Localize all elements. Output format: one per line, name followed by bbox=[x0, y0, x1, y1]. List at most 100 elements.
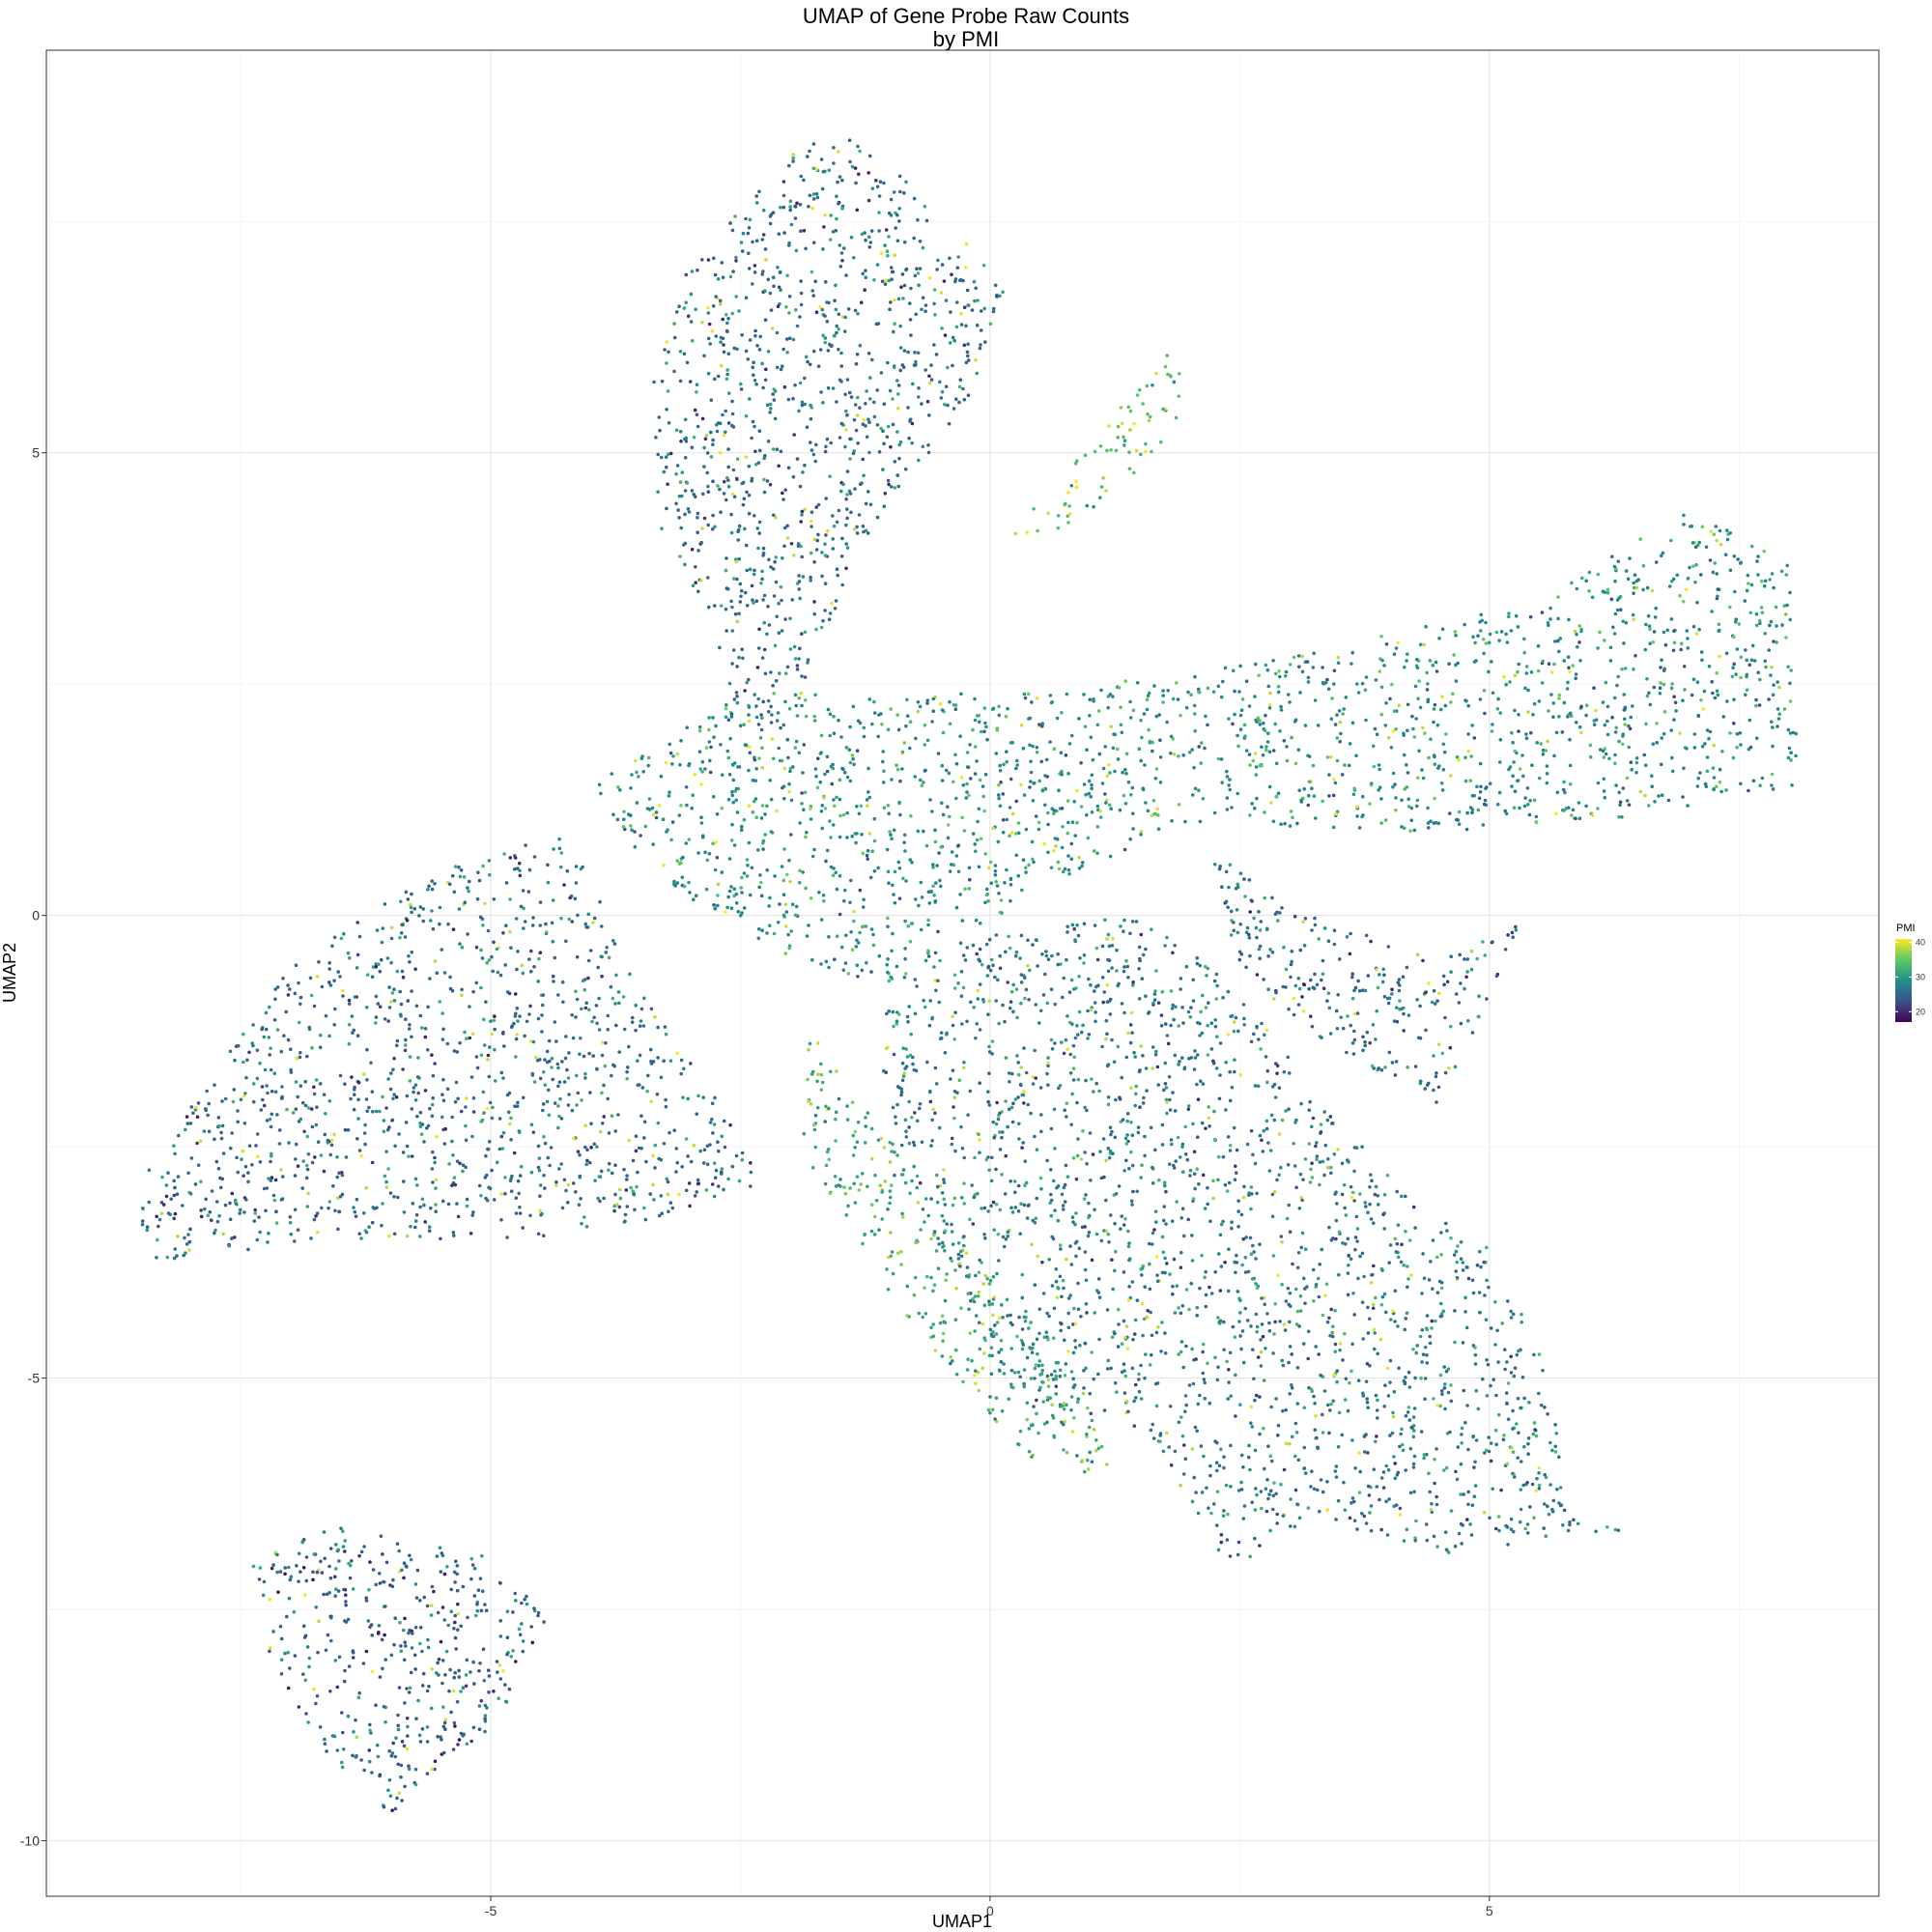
scatter-point bbox=[610, 772, 613, 776]
scatter-point bbox=[606, 1013, 611, 1018]
scatter-point bbox=[849, 510, 853, 515]
scatter-point bbox=[1603, 639, 1606, 642]
scatter-point bbox=[1095, 957, 1100, 962]
scatter-point bbox=[720, 870, 724, 874]
scatter-point bbox=[732, 887, 737, 891]
scatter-point bbox=[326, 1138, 330, 1143]
scatter-point bbox=[841, 482, 845, 487]
scatter-point bbox=[551, 939, 555, 944]
scatter-point bbox=[1237, 1320, 1241, 1323]
scatter-point bbox=[1271, 749, 1276, 753]
scatter-point bbox=[711, 304, 716, 308]
scatter-point bbox=[1423, 731, 1427, 735]
scatter-point bbox=[166, 1211, 171, 1215]
scatter-point bbox=[557, 846, 562, 851]
scatter-point bbox=[560, 1206, 565, 1210]
scatter-point bbox=[1139, 833, 1143, 837]
scatter-point bbox=[810, 270, 814, 274]
scatter-point bbox=[768, 895, 772, 900]
scatter-point bbox=[1120, 1002, 1124, 1006]
scatter-point bbox=[1179, 1265, 1183, 1269]
scatter-point bbox=[1610, 554, 1614, 558]
scatter-point bbox=[1310, 1124, 1314, 1129]
scatter-point bbox=[1452, 653, 1456, 657]
scatter-point bbox=[630, 1015, 635, 1020]
scatter-point bbox=[824, 959, 829, 964]
scatter-point bbox=[929, 378, 934, 382]
scatter-point bbox=[427, 1225, 432, 1229]
scatter-point bbox=[1391, 728, 1396, 733]
scatter-point bbox=[1391, 771, 1396, 776]
scatter-point bbox=[1277, 669, 1281, 673]
scatter-point bbox=[885, 249, 890, 254]
scatter-point bbox=[1682, 513, 1686, 518]
scatter-point bbox=[858, 149, 862, 154]
scatter-point bbox=[853, 403, 858, 407]
scatter-point bbox=[293, 1174, 298, 1178]
scatter-point bbox=[745, 680, 749, 685]
scatter-point bbox=[1267, 706, 1272, 710]
scatter-point bbox=[404, 1037, 408, 1042]
scatter-point bbox=[1046, 1064, 1050, 1068]
scatter-point bbox=[315, 1211, 320, 1215]
scatter-point bbox=[364, 1006, 369, 1009]
scatter-point bbox=[1630, 767, 1634, 772]
scatter-point bbox=[989, 881, 993, 885]
scatter-point bbox=[772, 284, 776, 289]
scatter-point bbox=[840, 178, 844, 183]
scatter-point bbox=[1505, 640, 1510, 644]
scatter-point bbox=[1186, 1217, 1190, 1222]
scatter-point bbox=[1091, 757, 1095, 762]
scatter-point bbox=[419, 1132, 424, 1136]
scatter-point bbox=[988, 1278, 993, 1283]
scatter-point bbox=[356, 1097, 360, 1102]
scatter-point bbox=[630, 1020, 635, 1024]
scatter-point bbox=[205, 1089, 209, 1094]
scatter-point bbox=[1028, 785, 1032, 789]
scatter-point bbox=[337, 1209, 342, 1214]
scatter-point bbox=[990, 1039, 995, 1043]
scatter-point bbox=[1302, 787, 1306, 791]
scatter-point bbox=[856, 441, 860, 445]
scatter-point bbox=[730, 822, 734, 827]
scatter-point bbox=[902, 349, 907, 353]
scatter-point bbox=[1237, 690, 1241, 694]
scatter-point bbox=[1264, 748, 1268, 753]
scatter-point bbox=[703, 437, 708, 441]
scatter-point bbox=[1540, 611, 1545, 614]
scatter-point bbox=[1747, 747, 1751, 752]
scatter-point bbox=[1252, 1032, 1256, 1037]
scatter-point bbox=[242, 1196, 247, 1200]
scatter-point bbox=[1009, 883, 1013, 887]
scatter-point bbox=[1632, 591, 1635, 595]
scatter-point bbox=[1473, 640, 1477, 645]
scatter-point bbox=[960, 919, 965, 923]
scatter-point bbox=[953, 1149, 957, 1153]
scatter-point bbox=[835, 887, 839, 892]
scatter-point bbox=[914, 736, 918, 741]
scatter-point bbox=[1679, 641, 1684, 646]
scatter-point bbox=[833, 957, 837, 961]
scatter-point bbox=[730, 629, 735, 633]
scatter-point bbox=[410, 892, 413, 896]
scatter-point bbox=[737, 611, 741, 616]
scatter-point bbox=[762, 456, 766, 461]
scatter-point bbox=[828, 474, 832, 479]
scatter-point bbox=[598, 1199, 602, 1204]
scatter-point bbox=[744, 543, 749, 548]
scatter-point bbox=[1134, 1084, 1139, 1089]
scatter-point bbox=[514, 1055, 518, 1059]
scatter-point bbox=[886, 957, 890, 961]
scatter-point bbox=[1388, 1380, 1392, 1384]
scatter-point bbox=[917, 386, 921, 390]
scatter-point bbox=[1658, 686, 1662, 690]
scatter-point bbox=[1030, 1242, 1034, 1247]
scatter-point bbox=[1072, 1055, 1076, 1060]
scatter-point bbox=[820, 551, 824, 554]
scatter-point bbox=[597, 1028, 602, 1032]
scatter-point bbox=[978, 778, 982, 782]
scatter-point bbox=[1282, 1069, 1287, 1074]
scatter-point bbox=[1122, 1391, 1127, 1395]
scatter-point bbox=[777, 285, 781, 290]
scatter-point bbox=[1029, 770, 1034, 775]
